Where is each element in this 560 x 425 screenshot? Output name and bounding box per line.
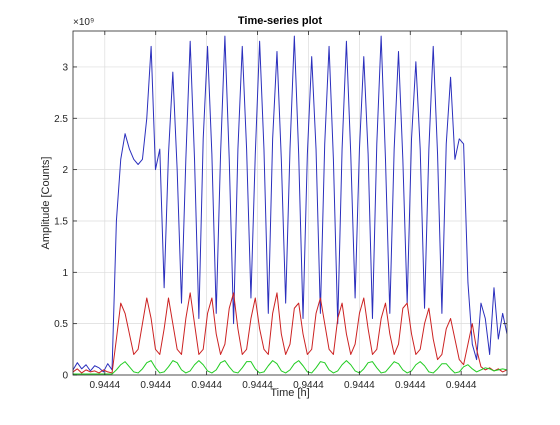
- y-tick-label: 2.5: [54, 114, 68, 125]
- x-tick-label: 0.9444: [242, 380, 273, 391]
- x-tick-label: 0.9444: [446, 380, 477, 391]
- x-tick-label: 0.9444: [395, 380, 426, 391]
- y-tick-label: 1.5: [54, 216, 68, 227]
- x-tick-label: 0.9444: [140, 380, 171, 391]
- x-tick-label: 0.9444: [191, 380, 222, 391]
- y-tick-label: 0.5: [54, 319, 68, 330]
- y-axis-label: Amplitude [Counts]: [40, 157, 52, 250]
- series-line-1: [73, 35, 507, 373]
- axes-box: [72, 30, 508, 376]
- chart-title: Time-series plot: [238, 15, 322, 27]
- series-lines: [73, 35, 507, 375]
- axis-ticks: 0 0.5 1 1.5 2 2.5 3 0.9444 0.9444 0.9444 0.9444 0.9…: [54, 31, 507, 391]
- x-tick-label: 0.9444: [344, 380, 375, 391]
- y-tick-label: 3: [62, 62, 68, 73]
- y-exponent-label: ×10⁹: [73, 17, 94, 28]
- x-axis-label: Time [h]: [270, 387, 309, 399]
- x-tick-label: 0.9444: [90, 380, 121, 391]
- series-line-2: [73, 292, 507, 374]
- y-tick-label: 1: [62, 268, 68, 279]
- grid-lines: [73, 31, 507, 376]
- y-tick-label: 0: [62, 371, 68, 382]
- series-line-3: [73, 360, 507, 375]
- y-tick-label: 2: [62, 165, 68, 176]
- x-tick-label: 0.9444: [293, 380, 324, 391]
